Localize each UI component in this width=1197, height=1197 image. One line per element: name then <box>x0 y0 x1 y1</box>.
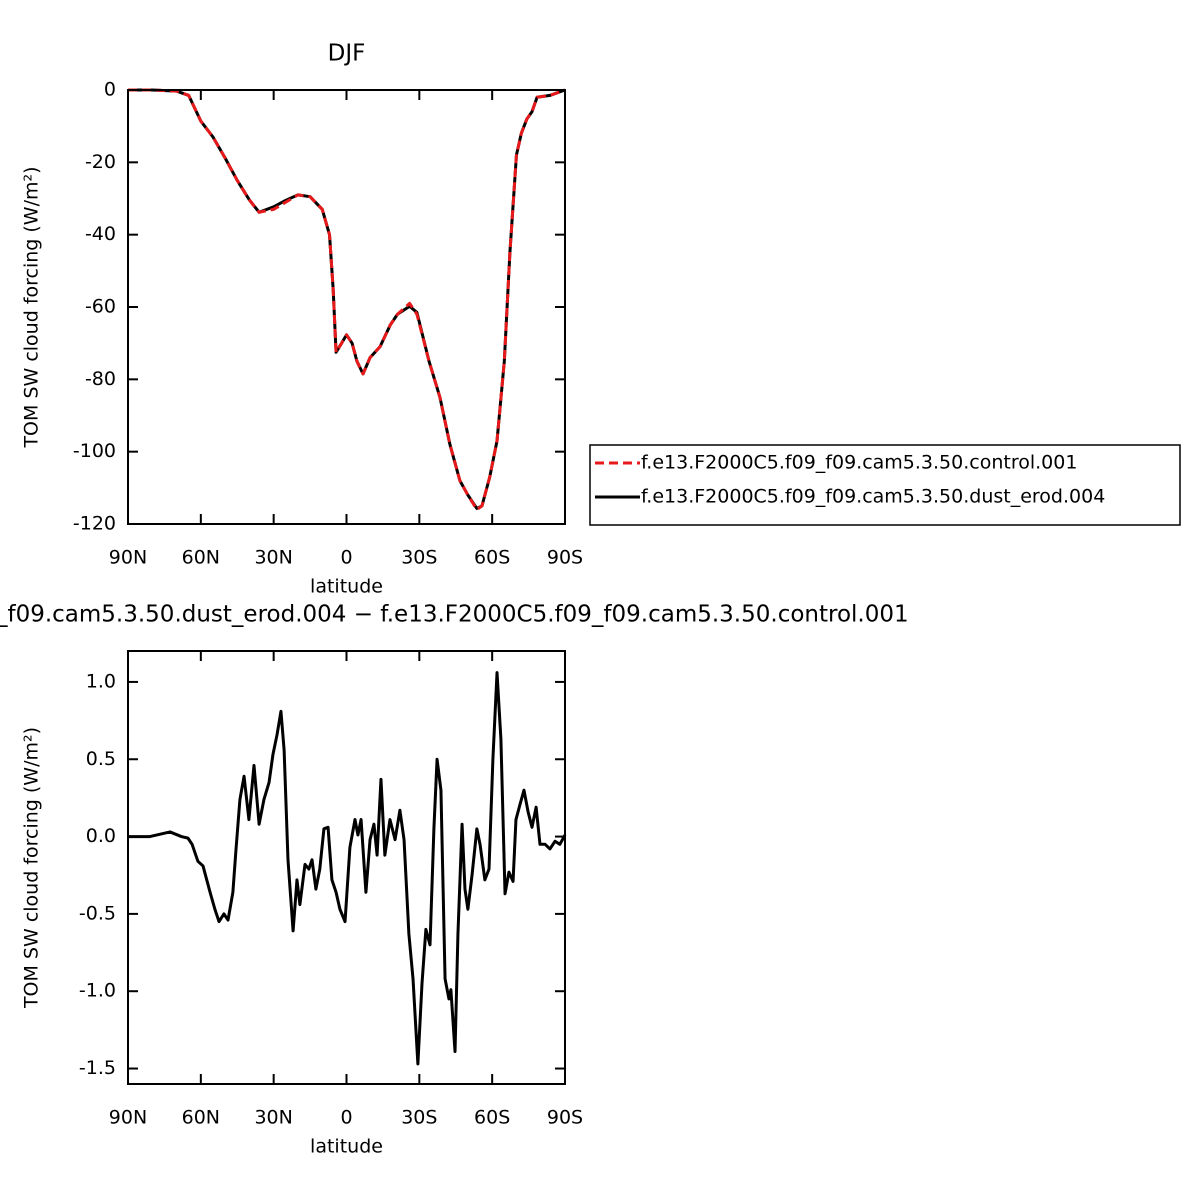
x-tick-label: 30N <box>254 547 292 569</box>
x-tick-label: 30S <box>401 1107 437 1129</box>
y-tick-label: 0.5 <box>86 748 116 770</box>
plot-frame <box>127 650 566 1085</box>
data-line <box>128 671 567 1066</box>
y-tick-label: 0.0 <box>86 825 116 847</box>
legend-label: f.e13.F2000C5.f09_f09.cam5.3.50.control.… <box>641 452 1077 474</box>
x-tick-label: 0 <box>340 547 352 569</box>
y-tick-label: -80 <box>85 368 116 390</box>
x-tick-label: 60S <box>474 1107 510 1129</box>
x-tick-label: 60N <box>182 547 220 569</box>
y-tick-label: 1.0 <box>86 670 116 692</box>
chart-title: f.e13.F2000C5.f09_f09.cam5.3.50.dust_ero… <box>0 602 909 628</box>
y-tick-label: 0 <box>104 79 116 101</box>
x-axis-label: latitude <box>310 1136 383 1158</box>
y-tick-label: -20 <box>85 151 116 173</box>
legend-label: f.e13.F2000C5.f09_f09.cam5.3.50.dust_ero… <box>641 486 1105 508</box>
x-tick-label: 30N <box>254 1107 292 1129</box>
x-tick-label: 90S <box>547 1107 583 1129</box>
data-line <box>128 88 566 512</box>
x-tick-label: 60N <box>182 1107 220 1129</box>
y-tick-label: -120 <box>73 513 116 535</box>
y-tick-label: -100 <box>73 440 116 462</box>
y-tick-label: -0.5 <box>79 902 116 924</box>
x-tick-label: 90N <box>109 1107 147 1129</box>
x-tick-label: 0 <box>340 1107 352 1129</box>
chart-title: DJF <box>328 41 366 67</box>
plot-frame <box>127 89 566 525</box>
y-tick-label: -40 <box>85 223 116 245</box>
x-tick-label: 90S <box>547 547 583 569</box>
y-tick-label: -1.5 <box>79 1057 116 1079</box>
y-axis-label: TOM SW cloud forcing (W/m²) <box>21 166 43 448</box>
x-tick-label: 30S <box>401 547 437 569</box>
x-tick-label: 60S <box>474 547 510 569</box>
legend-box <box>589 444 1181 526</box>
x-axis-label: latitude <box>310 576 383 598</box>
y-tick-label: -1.0 <box>79 980 116 1002</box>
y-axis-label: TOM SW cloud forcing (W/m²) <box>21 727 43 1009</box>
y-tick-label: -60 <box>85 296 116 318</box>
x-tick-label: 90N <box>109 547 147 569</box>
